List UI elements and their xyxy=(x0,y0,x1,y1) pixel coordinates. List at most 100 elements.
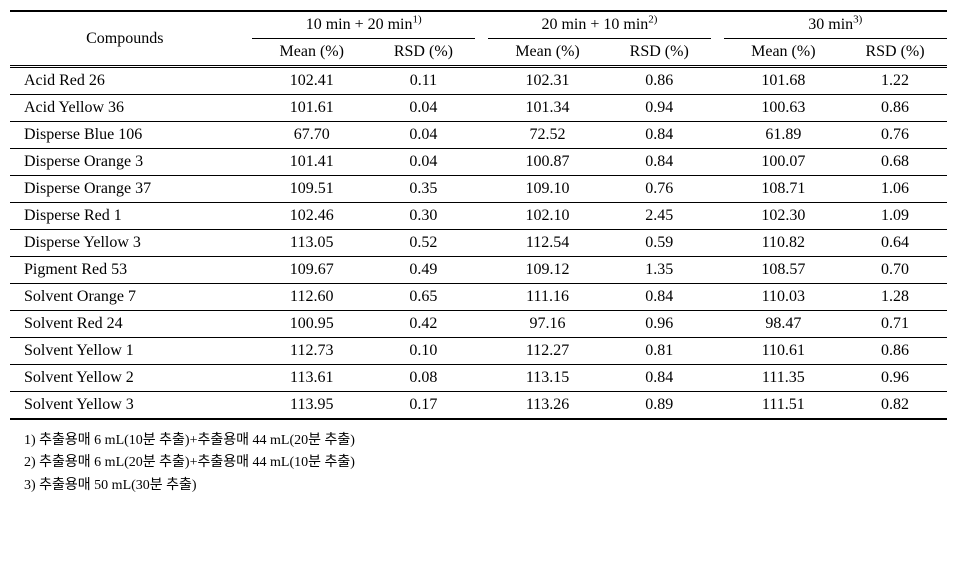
compound-name: Solvent Red 24 xyxy=(10,311,240,338)
gap xyxy=(475,176,487,203)
cell-rsd: 0.89 xyxy=(607,392,711,420)
header-mean-3: Mean (%) xyxy=(724,39,843,67)
compound-name: Disperse Orange 37 xyxy=(10,176,240,203)
gap xyxy=(711,149,723,176)
cell-mean: 72.52 xyxy=(488,122,607,149)
cell-mean: 101.68 xyxy=(724,67,843,95)
cell-rsd: 1.09 xyxy=(843,203,947,230)
cell-rsd: 0.35 xyxy=(371,176,475,203)
cell-mean: 111.16 xyxy=(488,284,607,311)
cell-rsd: 0.42 xyxy=(371,311,475,338)
cell-mean: 113.15 xyxy=(488,365,607,392)
gap xyxy=(475,365,487,392)
compound-name: Disperse Yellow 3 xyxy=(10,230,240,257)
cell-mean: 113.26 xyxy=(488,392,607,420)
cell-mean: 109.67 xyxy=(252,257,371,284)
table-row: Disperse Orange 3101.410.04100.870.84100… xyxy=(10,149,947,176)
cell-rsd: 0.11 xyxy=(371,67,475,95)
cell-rsd: 0.68 xyxy=(843,149,947,176)
gap xyxy=(711,95,723,122)
compound-name: Solvent Yellow 1 xyxy=(10,338,240,365)
compound-name: Acid Red 26 xyxy=(10,67,240,95)
gap xyxy=(475,203,487,230)
gap xyxy=(711,67,723,95)
gap xyxy=(240,311,252,338)
cell-mean: 110.82 xyxy=(724,230,843,257)
header-group-2-sup: 2) xyxy=(648,14,657,26)
cell-mean: 102.46 xyxy=(252,203,371,230)
cell-rsd: 0.84 xyxy=(607,149,711,176)
cell-mean: 100.07 xyxy=(724,149,843,176)
gap xyxy=(475,122,487,149)
gap xyxy=(711,311,723,338)
cell-rsd: 0.30 xyxy=(371,203,475,230)
header-rsd-3: RSD (%) xyxy=(843,39,947,67)
cell-mean: 113.95 xyxy=(252,392,371,420)
cell-rsd: 0.04 xyxy=(371,122,475,149)
cell-rsd: 0.71 xyxy=(843,311,947,338)
compound-name: Solvent Yellow 3 xyxy=(10,392,240,420)
gap xyxy=(240,67,252,95)
table-row: Disperse Orange 37109.510.35109.100.7610… xyxy=(10,176,947,203)
gap xyxy=(475,311,487,338)
compound-name: Solvent Orange 7 xyxy=(10,284,240,311)
table-row: Solvent Yellow 3 113.950.17 113.260.89 111.… xyxy=(10,392,947,420)
cell-rsd: 0.86 xyxy=(843,95,947,122)
cell-rsd: 0.17 xyxy=(371,392,475,420)
gap xyxy=(711,392,723,420)
table-row: Solvent Yellow 1112.730.10112.270.81110.… xyxy=(10,338,947,365)
cell-mean: 112.27 xyxy=(488,338,607,365)
table-row: Acid Red 26102.410.11102.310.86101.681.2… xyxy=(10,67,947,95)
gap xyxy=(240,149,252,176)
cell-mean: 108.71 xyxy=(724,176,843,203)
table-row: Disperse Yellow 3113.050.52112.540.59110… xyxy=(10,230,947,257)
cell-mean: 111.35 xyxy=(724,365,843,392)
gap xyxy=(240,338,252,365)
header-rsd-1: RSD (%) xyxy=(371,39,475,67)
cell-mean: 109.10 xyxy=(488,176,607,203)
footnote-3: 3) 추출용매 50 mL(30분 추출) xyxy=(24,475,947,497)
compound-name: Acid Yellow 36 xyxy=(10,95,240,122)
cell-mean: 112.54 xyxy=(488,230,607,257)
cell-rsd: 0.84 xyxy=(607,122,711,149)
cell-rsd: 0.86 xyxy=(607,67,711,95)
cell-mean: 113.61 xyxy=(252,365,371,392)
gap xyxy=(711,122,723,149)
gap xyxy=(711,257,723,284)
cell-mean: 102.31 xyxy=(488,67,607,95)
gap xyxy=(240,257,252,284)
gap xyxy=(240,284,252,311)
gap xyxy=(711,203,723,230)
cell-mean: 112.60 xyxy=(252,284,371,311)
cell-mean: 113.05 xyxy=(252,230,371,257)
cell-mean: 109.12 xyxy=(488,257,607,284)
cell-rsd: 0.94 xyxy=(607,95,711,122)
gap xyxy=(240,95,252,122)
cell-mean: 102.30 xyxy=(724,203,843,230)
compound-name: Disperse Blue 106 xyxy=(10,122,240,149)
cell-mean: 100.63 xyxy=(724,95,843,122)
gap xyxy=(711,284,723,311)
cell-mean: 111.51 xyxy=(724,392,843,420)
cell-mean: 112.73 xyxy=(252,338,371,365)
cell-rsd: 1.28 xyxy=(843,284,947,311)
cell-rsd: 0.86 xyxy=(843,338,947,365)
footnote-1: 1) 추출용매 6 mL(10분 추출)+추출용매 44 mL(20분 추출) xyxy=(24,430,947,452)
cell-mean: 67.70 xyxy=(252,122,371,149)
cell-rsd: 0.10 xyxy=(371,338,475,365)
cell-rsd: 1.35 xyxy=(607,257,711,284)
data-table: Compounds 10 min + 20 min1) 20 min + 10 … xyxy=(10,10,947,420)
gap xyxy=(475,257,487,284)
gap xyxy=(475,230,487,257)
cell-rsd: 0.82 xyxy=(843,392,947,420)
header-group-3-sup: 3) xyxy=(853,14,862,26)
table-row: Solvent Red 24100.950.4297.160.9698.470.… xyxy=(10,311,947,338)
footnote-2: 2) 추출용매 6 mL(20분 추출)+추출용매 44 mL(10분 추출) xyxy=(24,452,947,474)
gap xyxy=(475,149,487,176)
cell-mean: 101.61 xyxy=(252,95,371,122)
cell-mean: 108.57 xyxy=(724,257,843,284)
footnotes: 1) 추출용매 6 mL(10분 추출)+추출용매 44 mL(20분 추출) … xyxy=(10,430,947,497)
header-rsd-2: RSD (%) xyxy=(607,39,711,67)
cell-mean: 102.10 xyxy=(488,203,607,230)
header-group-1: 10 min + 20 min1) xyxy=(252,11,475,39)
